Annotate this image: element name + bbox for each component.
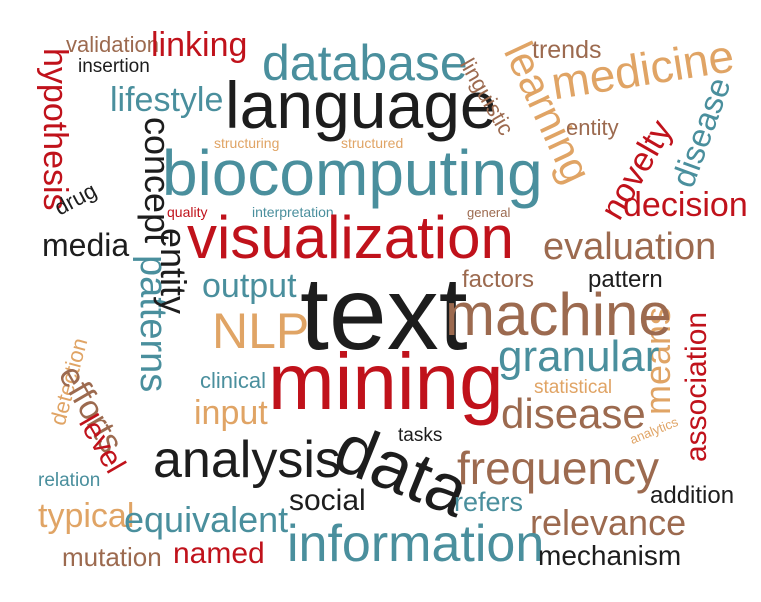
word-typical: typical [38,497,135,535]
word-mining: mining [268,337,504,426]
word-social: social [289,484,366,517]
word-interpretation: interpretation [252,204,334,220]
word-trends: trends [532,36,602,64]
word-hypothesis: hypothesis [36,48,74,211]
word-structured: structured [341,135,404,151]
word-clinical: clinical [200,368,267,393]
word-factors: factors [462,266,535,293]
word-refers: refers [454,487,524,517]
word-quality: quality [167,204,208,220]
word-output: output [202,267,297,305]
word-relation: relation [38,470,101,491]
word-analysis: analysis [153,431,341,489]
word-information: information [287,515,545,573]
word-pattern: pattern [588,266,663,293]
word-relevance: relevance [530,502,687,543]
word-media: media [42,227,130,263]
word-association: association [680,311,713,462]
word-equivalent: equivalent [124,499,289,540]
word-validation: validation [66,32,159,57]
word-named: named [173,537,265,570]
word-tasks: tasks [398,425,443,446]
word-biocomputing: biocomputing [162,137,543,209]
word-language: language [225,68,497,142]
word-visualization: visualization [187,204,514,271]
word-entity-vertical: entity [153,228,194,315]
word-entity-top: entity [566,115,619,140]
word-lifestyle: lifestyle [110,81,224,119]
word-linking: linking [151,26,248,64]
word-level: level [72,409,132,479]
word-disease-mid: disease [501,390,646,437]
word-frequency: frequency [457,442,660,494]
word-text: text [300,256,468,372]
word-evaluation: evaluation [543,226,717,268]
word-nlp: NLP [212,303,310,359]
word-input: input [194,394,268,432]
word-insertion: insertion [78,56,150,77]
word-granular: granular [498,332,660,381]
word-structuring: structuring [214,135,280,151]
word-mechanism: mechanism [538,540,682,571]
word-machine: machine [445,281,672,348]
word-statistical: statistical [534,377,613,398]
word-mutation: mutation [62,542,162,572]
word-addition: addition [650,482,735,509]
word-decision: decision [623,186,748,224]
word-general: general [467,205,511,220]
word-database: database [262,35,468,91]
